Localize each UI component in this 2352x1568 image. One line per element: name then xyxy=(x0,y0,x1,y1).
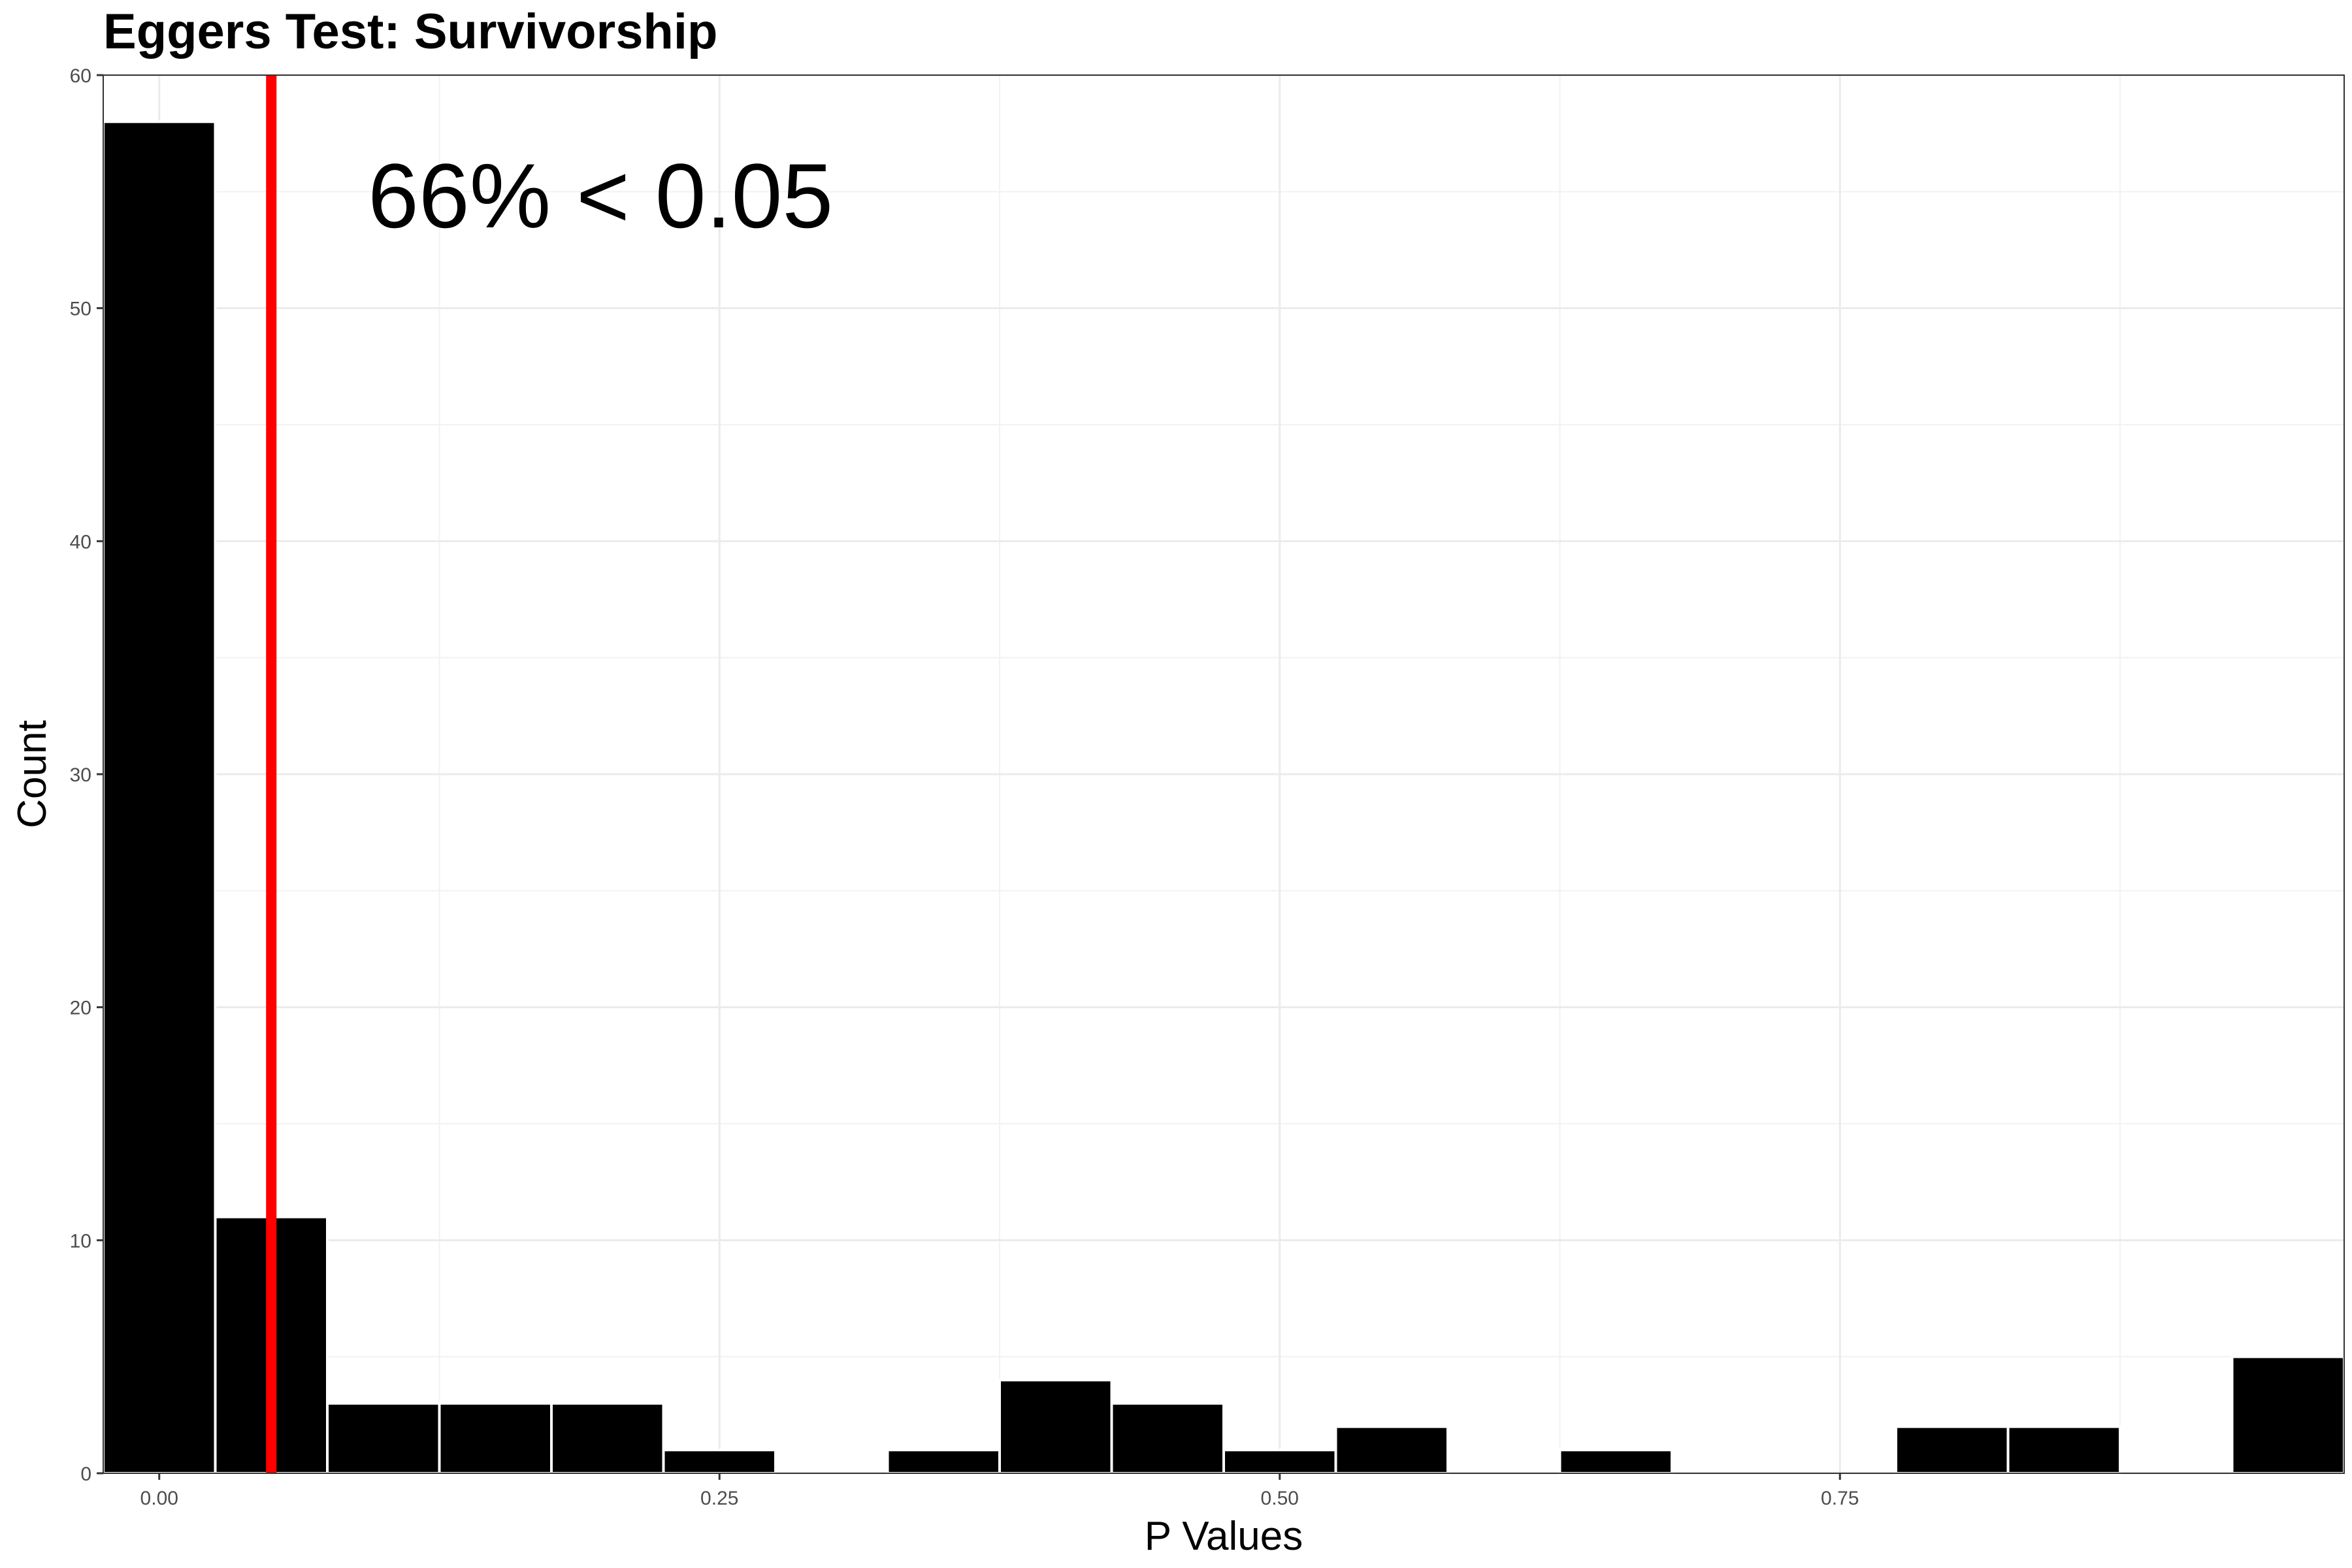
y-tick-label: 0 xyxy=(80,1463,91,1485)
y-tick-label: 40 xyxy=(70,531,91,553)
x-tick-label: 0.50 xyxy=(1261,1488,1299,1509)
y-tick-label: 30 xyxy=(70,764,91,786)
histogram-bar xyxy=(1334,1425,1449,1475)
histogram-bar xyxy=(550,1402,665,1475)
histogram-bar xyxy=(1222,1448,1337,1475)
histogram-bar xyxy=(102,120,217,1475)
annotation-label: 66% < 0.05 xyxy=(368,144,833,247)
histogram-bar xyxy=(2230,1355,2345,1475)
y-axis-title: Count xyxy=(10,720,55,828)
x-tick-label: 0.00 xyxy=(140,1488,178,1509)
y-tick-label: 20 xyxy=(70,998,91,1019)
histogram-bar xyxy=(1558,1448,1673,1475)
axis-ticks: 0 10 20 30 40 50 60 0.00 0.25 0.50 0.75 xyxy=(70,65,1859,1509)
x-axis-title: P Values xyxy=(1145,1514,1303,1559)
histogram-bar xyxy=(886,1448,1001,1475)
chart-title: Eggers Test: Survivorship xyxy=(103,4,717,59)
y-tick-label: 10 xyxy=(70,1230,91,1252)
histogram-bar xyxy=(662,1448,777,1475)
histogram-bar xyxy=(326,1402,441,1475)
histogram-bar xyxy=(1895,1425,2010,1475)
x-tick-label: 0.25 xyxy=(700,1488,738,1509)
x-tick-label: 0.75 xyxy=(1821,1488,1859,1509)
histogram-bar xyxy=(1110,1402,1225,1475)
grid-lines xyxy=(103,74,2344,1475)
histogram-bar xyxy=(998,1379,1113,1475)
histogram-bar xyxy=(438,1402,553,1475)
histogram-bar xyxy=(2006,1425,2121,1475)
y-tick-label: 50 xyxy=(70,299,91,320)
histogram-bars xyxy=(102,120,2345,1475)
y-tick-label: 60 xyxy=(70,65,91,87)
